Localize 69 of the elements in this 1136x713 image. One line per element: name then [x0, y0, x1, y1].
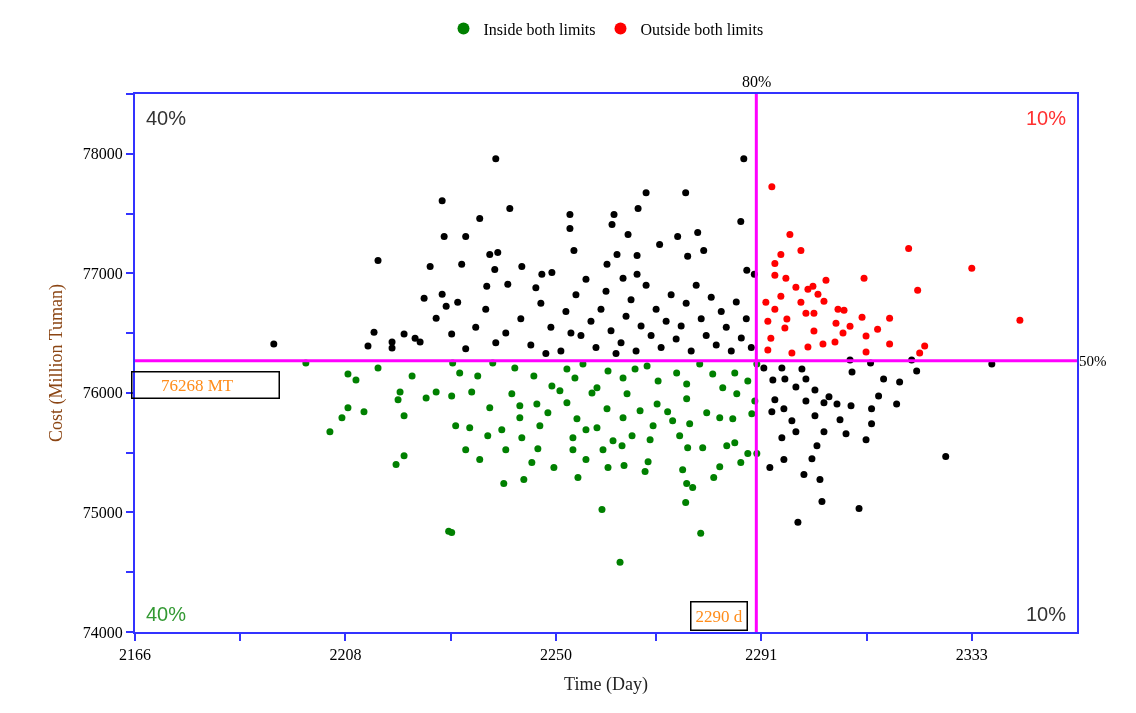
point: [839, 329, 847, 337]
y-tick-label: 76000: [82, 384, 123, 402]
point: [916, 349, 924, 357]
point: [777, 292, 785, 300]
point: [862, 348, 870, 356]
x-tick-label: 2250: [539, 646, 572, 664]
point: [771, 305, 779, 313]
y-tick-label: 78000: [82, 145, 123, 163]
point: [768, 183, 776, 191]
point: [797, 298, 805, 306]
y-tick-label: 75000: [82, 504, 123, 522]
point: [840, 306, 848, 314]
annotation: 10%: [1026, 603, 1067, 625]
legend-label: Inside both limits: [483, 20, 596, 38]
point: [783, 315, 791, 323]
text: 50%: [1079, 353, 1107, 369]
point: [771, 271, 779, 279]
ref-line-label: 2290 d: [695, 606, 743, 626]
point: [968, 264, 976, 272]
point: [788, 349, 796, 357]
annotation: 40%: [146, 603, 187, 625]
point: [834, 305, 842, 313]
x-tick-label: 2291: [745, 646, 778, 664]
point: [921, 342, 929, 350]
annotation: 10%: [1026, 107, 1067, 129]
point: [804, 343, 812, 351]
y-tick-label: 74000: [82, 623, 123, 641]
point: [810, 327, 818, 335]
point: [831, 338, 839, 346]
point: [832, 319, 840, 327]
point: [777, 250, 785, 258]
point: [786, 230, 794, 238]
x-axis-title: Time (Day): [564, 673, 648, 695]
point: [814, 290, 822, 298]
point: [860, 274, 868, 282]
point: [858, 313, 866, 321]
legend-label: Outside both limits: [640, 20, 764, 38]
point: [820, 297, 828, 305]
point: [802, 309, 810, 317]
x-tick-label: 2333: [955, 646, 988, 664]
point: [762, 298, 770, 306]
point: [886, 314, 894, 322]
point: [804, 285, 812, 293]
point: [1016, 316, 1024, 324]
text: 80%: [742, 73, 772, 90]
point: [846, 322, 854, 330]
point: [767, 334, 775, 342]
point: [797, 246, 805, 254]
ref-line-label: 76268 MT: [135, 375, 276, 395]
point: [781, 324, 789, 332]
point: [874, 325, 882, 333]
point: [764, 317, 772, 325]
y-tick-label: 77000: [82, 264, 123, 282]
x-tick-label: 2208: [329, 646, 362, 664]
point: [905, 244, 913, 252]
annotation: 40%: [146, 107, 187, 129]
point: [809, 282, 817, 290]
point: [782, 274, 790, 282]
point: [771, 259, 779, 267]
point: [819, 340, 827, 348]
point: [810, 309, 818, 317]
point: [764, 346, 772, 354]
point: [914, 286, 922, 294]
y-axis-title: Cost (Million Tuman): [46, 283, 68, 443]
point: [792, 283, 800, 291]
x-tick-label: 2166: [119, 646, 151, 664]
point: [862, 332, 870, 340]
point: [886, 340, 894, 348]
point: [822, 276, 830, 284]
